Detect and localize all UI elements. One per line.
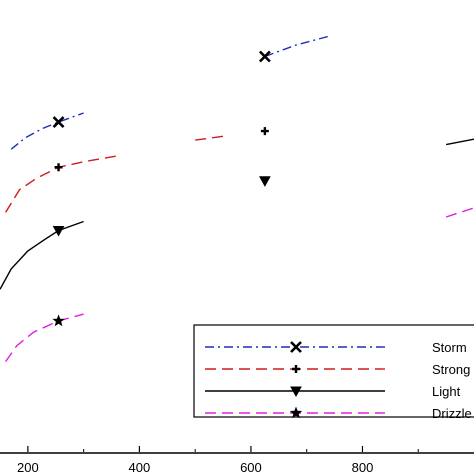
series-line-storm-0 <box>10 112 84 150</box>
legend: Storm Strong Light Drizzle <box>193 324 474 421</box>
legend-marker-storm <box>290 341 302 353</box>
series-strong <box>5 127 269 213</box>
data-point-storm-1 <box>258 50 271 63</box>
data-point-drizzle-0 <box>52 314 65 327</box>
series-line-storm-4 <box>264 35 330 58</box>
x-tick-label-200: 200 <box>17 460 39 474</box>
series-line-strong-1 <box>195 134 229 141</box>
x-tick-label-600: 600 <box>240 460 262 474</box>
data-point-strong-0 <box>54 163 63 172</box>
legend-label-drizzle: Drizzle <box>432 406 472 421</box>
series-layer <box>0 35 474 363</box>
series-line-strong-0 <box>5 155 118 213</box>
data-point-storm-0 <box>52 116 65 128</box>
legend-label-light: Light <box>432 384 461 399</box>
legend-item-storm: Storm <box>205 340 467 355</box>
legend-marker-drizzle <box>289 406 303 419</box>
data-point-light-1 <box>259 176 271 187</box>
x-tick-label-800: 800 <box>352 460 374 474</box>
series-line-light-0 <box>0 220 84 290</box>
data-point-light-0 <box>52 226 65 237</box>
legend-label-storm: Storm <box>432 340 467 355</box>
x-tick-label-400: 400 <box>129 460 151 474</box>
x-axis: 200 400 600 800 <box>17 446 419 474</box>
series-light <box>0 138 474 290</box>
series-line-drizzle-4 <box>445 207 474 218</box>
legend-marker-strong <box>292 365 300 373</box>
legend-box <box>193 324 474 418</box>
legend-item-light: Light <box>205 384 461 399</box>
series-line-light-6 <box>445 138 474 146</box>
legend-marker-light <box>290 386 302 398</box>
data-point-strong-1 <box>260 127 269 136</box>
series-line-drizzle-0 <box>5 313 84 363</box>
plot-area <box>0 452 474 454</box>
legend-item-drizzle: Drizzle <box>205 406 472 421</box>
series-drizzle <box>5 207 474 363</box>
legend-item-strong: Strong <box>205 362 470 377</box>
series-storm <box>10 35 330 150</box>
legend-label-strong: Strong <box>432 362 470 377</box>
